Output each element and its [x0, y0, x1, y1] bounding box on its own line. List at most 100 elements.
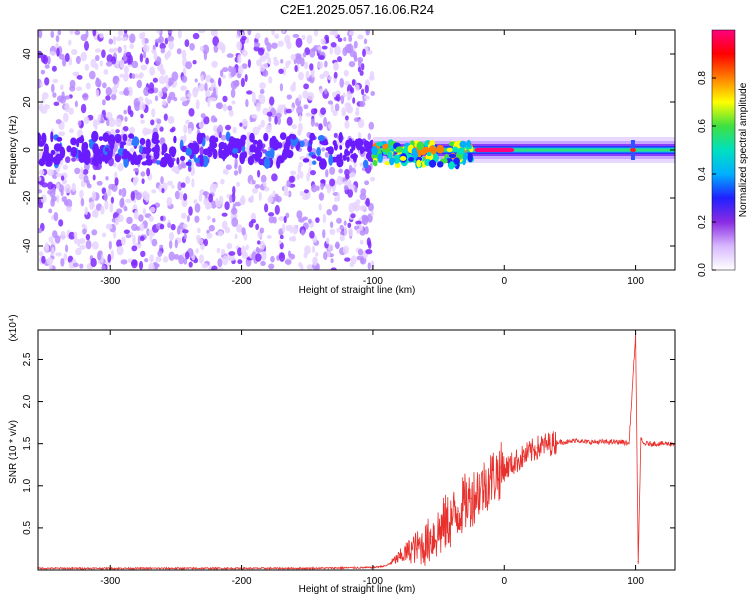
band-blob [350, 153, 358, 160]
noise-blob [290, 53, 296, 61]
noise-blob [64, 102, 70, 113]
noise-blob [209, 78, 214, 84]
noise-blob [160, 215, 164, 221]
noise-blob [164, 74, 169, 84]
noise-blob [292, 33, 300, 38]
noise-blob [251, 180, 256, 185]
band-blob [336, 157, 344, 168]
snr-point [444, 523, 446, 525]
snr-panel: -300 -200 -100 0 100 0.5 1.0 1.5 2.0 2.5 Height … [8, 314, 676, 595]
noise-blob [225, 124, 231, 131]
noise-blob [318, 192, 324, 201]
signal-blob [416, 159, 422, 168]
noise-blob [333, 62, 339, 70]
noise-blob [91, 191, 97, 201]
noise-blob [149, 66, 156, 76]
band-blob [279, 132, 287, 141]
noise-blob [218, 77, 222, 87]
band-blob [50, 149, 56, 156]
noise-blob [83, 116, 90, 125]
noise-blob [160, 68, 166, 76]
noise-blob [319, 88, 324, 94]
noise-blob [86, 183, 92, 189]
noise-blob [368, 121, 375, 130]
noise-blob [240, 77, 245, 88]
band-blob [132, 151, 137, 162]
noise-blob [141, 36, 145, 46]
noise-blob [354, 186, 358, 193]
colorbar-label: Normalized spectral amplitude [738, 82, 749, 217]
noise-blob [170, 223, 176, 231]
y-tick-label: 1.0 [22, 478, 33, 492]
noise-blob [62, 58, 67, 67]
band-blob [173, 135, 177, 144]
noise-blob [311, 184, 318, 193]
band-blob [257, 150, 263, 159]
noise-blob [288, 250, 291, 257]
noise-blob [339, 234, 345, 242]
noise-blob [133, 176, 139, 184]
noise-blob [370, 91, 376, 96]
noise-blob [190, 159, 195, 170]
noise-blob [138, 73, 143, 79]
noise-blob [40, 81, 44, 88]
snr-point [640, 438, 642, 441]
noise-blob [357, 34, 364, 40]
noise-blob [192, 60, 197, 65]
noise-blob [103, 69, 109, 75]
band-blob [128, 133, 135, 139]
noise-blob [123, 44, 127, 50]
snr-point [306, 567, 308, 569]
noise-blob [202, 44, 210, 55]
noise-blob [317, 46, 322, 51]
noise-blob [234, 233, 238, 240]
noise-blob [339, 224, 344, 231]
signal-blob [399, 156, 407, 161]
noise-blob [298, 94, 302, 102]
noise-blob [127, 86, 133, 97]
noise-blob [82, 169, 89, 175]
noise-blob [366, 237, 371, 247]
noise-blob [285, 108, 293, 114]
noise-blob [134, 101, 141, 112]
noise-blob [353, 51, 357, 60]
noise-blob [303, 104, 309, 110]
noise-blob [337, 56, 342, 63]
noise-blob [350, 172, 356, 178]
noise-blob [192, 32, 200, 40]
noise-blob [307, 92, 315, 101]
noise-blob [337, 37, 343, 42]
noise-blob [355, 84, 360, 92]
band-blob [302, 158, 310, 163]
noise-blob [156, 118, 162, 125]
snr-y-ticks: 0.5 1.0 1.5 2.0 2.5 [22, 352, 675, 535]
noise-blob [51, 65, 57, 72]
noise-blob [236, 224, 243, 233]
noise-blob [140, 250, 146, 258]
noise-blob [65, 156, 71, 164]
signal-blob [415, 156, 423, 162]
band-blob [317, 135, 325, 142]
noise-blob [140, 64, 148, 71]
noise-blob [174, 190, 180, 200]
band-blob [192, 142, 200, 155]
noise-blob [289, 224, 293, 234]
noise-blob [326, 184, 332, 194]
noise-blob [272, 190, 276, 196]
noise-blob [149, 233, 153, 243]
band-blob [156, 160, 161, 165]
noise-blob [255, 32, 261, 40]
noise-blob [60, 175, 65, 181]
noise-blob [347, 189, 354, 198]
noise-blob [54, 235, 61, 244]
noise-blob [121, 36, 129, 42]
snr-point [595, 441, 597, 443]
noise-blob [344, 257, 351, 262]
noise-blob [347, 43, 354, 54]
snr-point [642, 443, 645, 445]
snr-point [562, 441, 565, 443]
noise-blob [238, 164, 242, 175]
noise-blob [123, 65, 129, 75]
noise-blob [91, 229, 98, 236]
noise-blob [320, 179, 326, 184]
